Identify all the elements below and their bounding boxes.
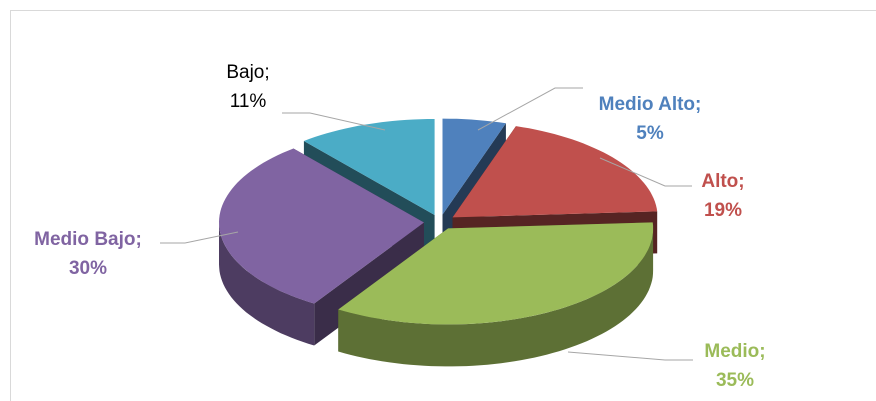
data-label-name: Medio; xyxy=(704,341,765,362)
slice xyxy=(303,119,435,215)
slice xyxy=(338,222,654,325)
leader-line xyxy=(477,87,583,131)
data-label-value: 5% xyxy=(636,123,664,144)
leader-line xyxy=(160,231,239,244)
data-label-value: 19% xyxy=(704,200,742,221)
leader-line xyxy=(282,112,386,131)
data-label-name: Bajo; xyxy=(226,62,269,83)
slice xyxy=(452,126,658,218)
data-label-value: 35% xyxy=(716,370,754,391)
data-label-name: Alto; xyxy=(701,171,744,192)
slice xyxy=(442,118,506,215)
slice-wall xyxy=(219,222,315,346)
data-label-name: Medio Alto; xyxy=(599,94,702,115)
slice xyxy=(219,148,424,304)
leader-line xyxy=(599,157,692,187)
leader-line xyxy=(567,351,693,361)
slice-wall xyxy=(338,228,654,367)
data-label-value: 30% xyxy=(69,258,107,279)
data-label-name: Medio Bajo; xyxy=(34,229,142,250)
data-label-value: 11% xyxy=(230,91,267,112)
